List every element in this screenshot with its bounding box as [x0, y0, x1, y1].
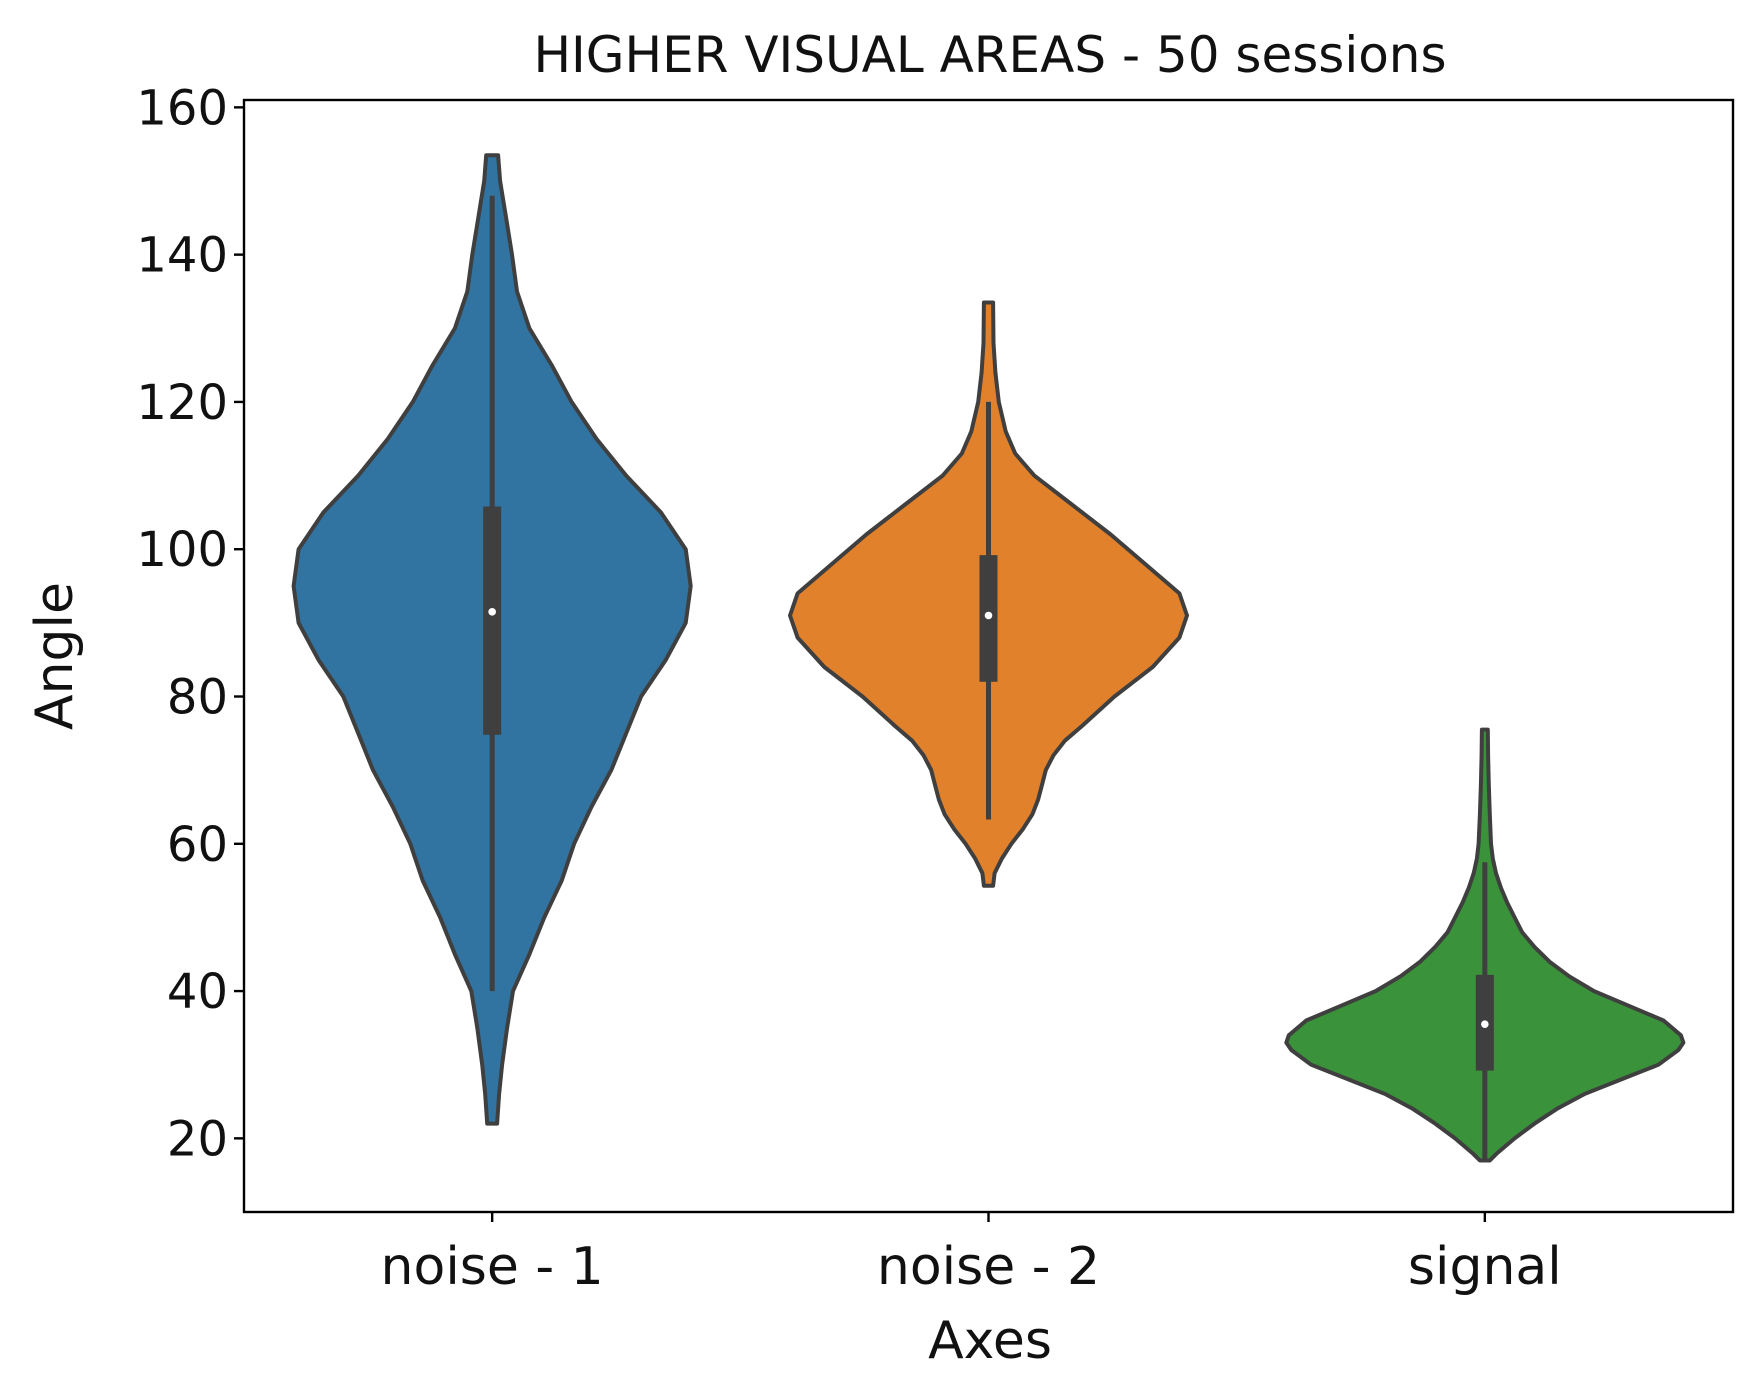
x-axis-label: Axes: [928, 1311, 1052, 1371]
y-tick-label: 20: [167, 1111, 228, 1167]
median-point: [1481, 1020, 1489, 1029]
x-tick-label: noise - 1: [381, 1237, 604, 1297]
iqr-box: [483, 506, 502, 735]
y-tick-label: 120: [136, 375, 228, 431]
violins-layer: [291, 153, 1686, 1163]
x-axis: noise - 1 noise - 2 signal: [381, 1212, 1562, 1297]
y-axis-label: Angle: [25, 582, 85, 730]
y-axis: 20 40 60 80 100 120 140 160: [136, 80, 244, 1167]
y-tick-label: 160: [136, 80, 228, 136]
y-tick-label: 80: [167, 670, 228, 726]
chart-title: HIGHER VISUAL AREAS - 50 sessions: [533, 26, 1446, 84]
y-tick-label: 40: [167, 964, 228, 1020]
median-point: [488, 608, 496, 616]
y-tick-label: 60: [167, 817, 228, 873]
median-point: [984, 611, 993, 620]
y-tick-label: 140: [136, 228, 228, 284]
x-tick-label: noise - 2: [877, 1237, 1100, 1297]
x-tick-label: signal: [1408, 1237, 1562, 1297]
y-tick-label: 100: [136, 522, 228, 578]
